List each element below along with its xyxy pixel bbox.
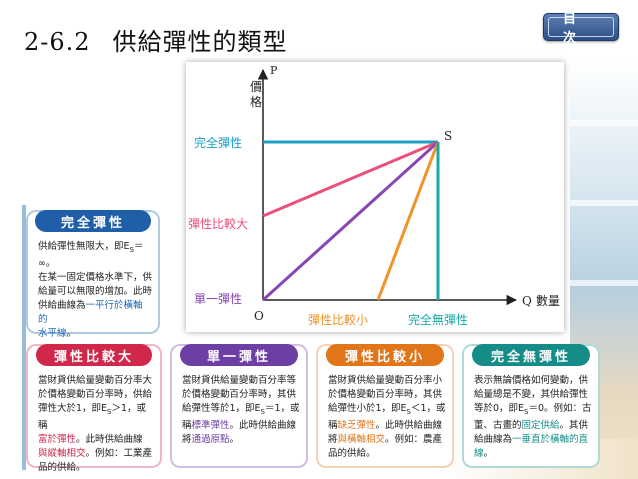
y-axis-sublabel-1: 價	[250, 80, 262, 94]
card-perfectly-inelastic: 完全無彈性 表示無論價格如何變動，供 給量總是不變，其供給彈性 等於0，即ES＝0。…	[462, 344, 600, 468]
x-axis-sublabel: 數量	[536, 294, 560, 308]
highlight-text: 固定供給	[521, 419, 560, 431]
highlight-text: 與縱軸相交	[38, 447, 86, 459]
card-line: 供給曲線為一平行於橫軸的	[38, 299, 143, 325]
card-line: 將與橫軸相交。例如：農產	[328, 433, 443, 445]
highlight-text: 線	[474, 447, 484, 459]
origin-label: O	[254, 309, 264, 323]
card-line: 於價格變動百分率時，供給	[38, 389, 153, 400]
highlight-text: 與橫軸相交	[337, 433, 386, 445]
side-accent-bar	[22, 205, 26, 470]
card-body: 供給彈性無限大，即ES＝∞。在某一固定價格水準下，供 給量可以無限的增加。此時供給…	[38, 240, 152, 341]
y-axis-sublabel-2: 格	[250, 94, 262, 109]
card-body: 表示無論價格如何變動，供 給量總是不變，其供給彈性 等於0，即ES＝0。例如：古 董、…	[474, 374, 592, 461]
card-relatively-inelastic: 彈性比較小 當財貨供給量變動百分率小 於價格變動百分率時，其供 給彈性小於1，即ES…	[316, 344, 454, 468]
card-line: 品的供給。	[328, 447, 376, 459]
card-line: 稱標準彈性。此時供給曲線	[182, 419, 297, 431]
card-body: 當財貨供給量變動百分率等 於價格變動百分率時，其供 給彈性等於1，即ES＝1，或 稱標…	[182, 374, 300, 447]
point-s-label: S	[444, 129, 452, 143]
card-line: 於價格變動百分率時，其供	[328, 389, 443, 400]
table-of-contents-button[interactable]: 目 次	[543, 12, 619, 46]
card-line: 給曲線為一垂直於橫軸的直	[474, 433, 589, 445]
card-line: 當財貨供給量變動百分率大	[38, 375, 153, 386]
card-line: 給量可以無限的增加。此時	[38, 285, 153, 297]
highlight-text: 水平線	[38, 327, 67, 339]
unit-elastic-label: 單一彈性	[194, 292, 242, 306]
perfectly-inelastic-label: 完全無彈性	[408, 312, 468, 327]
card-title: 完全無彈性	[472, 344, 590, 366]
card-body: 當財貨供給量變動百分率大 於價格變動百分率時，供給彈性大於1，即ES＞1，或稱富於…	[38, 374, 154, 475]
unit-elastic-line	[261, 140, 440, 302]
card-line: 在某一固定價格水準下，供	[38, 271, 153, 283]
supply-elasticity-diagram: P 價 格 O Q 數量 S 完全彈性 彈性比較大 單一彈性 彈性比較小 完全無…	[186, 62, 564, 332]
highlight-text: 富於彈性	[38, 433, 77, 445]
card-title: 完全彈性	[35, 210, 151, 232]
card-line: 當財貨供給量變動百分率小	[328, 375, 443, 386]
card-line: 彈性大於1，即ES＞1，或稱	[38, 403, 147, 431]
card-line: 水平線。	[38, 327, 77, 339]
card-line: 供給彈性無限大，即ES＝∞。	[38, 241, 144, 269]
card-title: 彈性比較小	[326, 344, 444, 366]
relatively-inelastic-label: 彈性比較小	[308, 312, 368, 327]
card-relatively-elastic: 彈性比較大 當財貨供給量變動百分率大 於價格變動百分率時，供給彈性大於1，即ES＞…	[26, 344, 162, 473]
relatively-elastic-line	[262, 140, 439, 218]
perfectly-elastic-label: 完全彈性	[194, 135, 242, 150]
card-line: 當財貨供給量變動百分率等	[182, 375, 297, 386]
highlight-text: 缺乏彈性	[337, 419, 376, 431]
x-axis-label: Q	[522, 294, 532, 308]
relatively-elastic-label: 彈性比較大	[188, 216, 248, 231]
card-line: 給量總是不變，其供給彈性	[474, 389, 589, 400]
card-line: 品的供給。	[38, 461, 86, 473]
card-line: 等於0，即ES＝0。例如：古	[474, 403, 592, 416]
card-line: 給彈性等於1，即ES＝1，或	[182, 403, 300, 416]
highlight-text: 一平行於橫軸的	[38, 299, 143, 325]
toc-button-label: 目 次	[563, 12, 591, 46]
highlight-text: 一垂直於橫軸的直	[512, 433, 589, 445]
card-line: 給彈性小於1，即ES＜1，或	[328, 403, 446, 416]
card-unit-elastic: 單一彈性 當財貨供給量變動百分率等 於價格變動百分率時，其供 給彈性等於1，即ES＝…	[170, 344, 308, 468]
card-title: 彈性比較大	[36, 344, 152, 366]
card-line: 富於彈性。此時供給曲線	[38, 433, 143, 445]
section-title: 供給彈性的類型	[112, 28, 288, 56]
relatively-inelastic-line	[376, 141, 440, 301]
card-title: 單一彈性	[180, 344, 298, 366]
card-line: 董、古畫的固定供給。其供	[474, 419, 589, 431]
diagram-svg: P 價 格 O Q 數量 S 完全彈性 彈性比較大 單一彈性 彈性比較小 完全無…	[188, 64, 560, 327]
card-perfectly-elastic: 完全彈性 供給彈性無限大，即ES＝∞。在某一固定價格水準下，供 給量可以無限的增加…	[26, 210, 160, 339]
card-line: 稱缺乏彈性。此時供給曲線	[328, 419, 443, 431]
highlight-text: 通過原點	[191, 433, 230, 445]
card-line: 表示無論價格如何變動，供	[474, 375, 589, 386]
y-axis-label: P	[270, 64, 278, 77]
highlight-text: 標準彈性	[191, 419, 230, 431]
card-line: 將通過原點。	[182, 433, 240, 445]
card-body: 當財貨供給量變動百分率小 於價格變動百分率時，其供 給彈性小於1，即ES＜1，或 稱缺…	[328, 374, 446, 461]
card-line: 線。	[474, 447, 494, 459]
card-line: 與縱軸相交。例如：工業產	[38, 447, 153, 459]
page-title: 2-6.2 供給彈性的類型	[24, 22, 288, 57]
card-line: 於價格變動百分率時，其供	[182, 389, 297, 400]
section-number: 2-6.2	[24, 28, 91, 56]
